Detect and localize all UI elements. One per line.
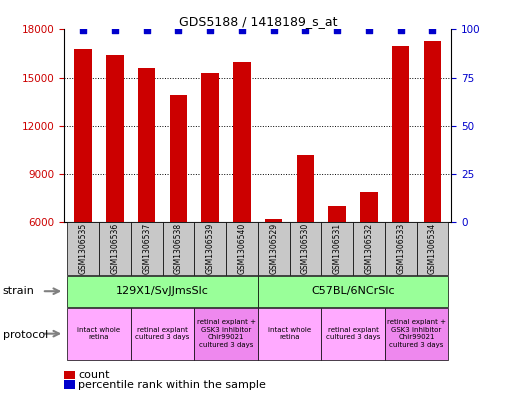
Bar	[131, 308, 194, 360]
Text: GSM1306536: GSM1306536	[110, 223, 120, 274]
Bar	[353, 222, 385, 275]
Bar	[106, 55, 124, 318]
Text: intact whole
retina: intact whole retina	[268, 327, 311, 340]
Bar	[321, 222, 353, 275]
Text: retinal explant
cultured 3 days: retinal explant cultured 3 days	[326, 327, 380, 340]
Point	[143, 27, 151, 33]
Text: intact whole
retina: intact whole retina	[77, 327, 121, 340]
Text: GSM1306540: GSM1306540	[238, 223, 246, 274]
Point	[238, 27, 246, 33]
Bar	[258, 308, 321, 360]
Text: count: count	[78, 370, 110, 380]
Bar	[392, 46, 409, 318]
Text: GSM1306538: GSM1306538	[174, 223, 183, 274]
Bar	[170, 95, 187, 318]
Text: retinal explant
cultured 3 days: retinal explant cultured 3 days	[135, 327, 190, 340]
Text: GSM1306535: GSM1306535	[78, 223, 88, 274]
Text: protocol: protocol	[3, 330, 48, 340]
Bar	[74, 49, 92, 318]
Point	[174, 27, 183, 33]
Bar	[67, 276, 258, 307]
Point	[269, 27, 278, 33]
Bar	[138, 68, 155, 318]
Text: percentile rank within the sample: percentile rank within the sample	[78, 380, 266, 390]
Text: C57BL/6NCrSlc: C57BL/6NCrSlc	[311, 286, 395, 296]
Point	[206, 27, 214, 33]
Bar	[202, 73, 219, 318]
Bar	[163, 222, 194, 275]
Bar	[131, 222, 163, 275]
Bar	[417, 222, 448, 275]
Bar	[385, 308, 448, 360]
Point	[365, 27, 373, 33]
Text: GSM1306532: GSM1306532	[364, 223, 373, 274]
Text: strain: strain	[3, 286, 34, 296]
Point	[301, 27, 309, 33]
Text: retinal explant +
GSK3 inhibitor
Chir99021
cultured 3 days: retinal explant + GSK3 inhibitor Chir990…	[196, 320, 255, 348]
Bar	[265, 219, 282, 318]
Bar	[67, 222, 99, 275]
Bar	[385, 222, 417, 275]
Text: GSM1306531: GSM1306531	[332, 223, 342, 274]
Point	[333, 27, 341, 33]
Bar	[99, 222, 131, 275]
Bar	[258, 276, 448, 307]
Text: GSM1306539: GSM1306539	[206, 223, 214, 274]
Text: GSM1306533: GSM1306533	[396, 223, 405, 274]
Bar	[226, 222, 258, 275]
Text: 129X1/SvJJmsSlc: 129X1/SvJJmsSlc	[116, 286, 209, 296]
Bar	[67, 308, 131, 360]
Bar	[297, 154, 314, 318]
Bar	[289, 222, 321, 275]
Point	[428, 27, 437, 33]
Text: GSM1306529: GSM1306529	[269, 223, 278, 274]
Text: GSM1306530: GSM1306530	[301, 223, 310, 274]
Bar	[328, 206, 346, 318]
Bar	[258, 222, 289, 275]
Bar	[321, 308, 385, 360]
Title: GDS5188 / 1418189_s_at: GDS5188 / 1418189_s_at	[179, 15, 337, 28]
Bar	[360, 191, 378, 318]
Text: GSM1306537: GSM1306537	[142, 223, 151, 274]
Point	[397, 27, 405, 33]
Bar	[233, 62, 251, 318]
Point	[79, 27, 87, 33]
Bar	[194, 222, 226, 275]
Bar	[194, 308, 258, 360]
Bar	[424, 41, 441, 318]
Point	[111, 27, 119, 33]
Text: GSM1306534: GSM1306534	[428, 223, 437, 274]
Text: retinal explant +
GSK3 inhibitor
Chir99021
cultured 3 days: retinal explant + GSK3 inhibitor Chir990…	[387, 320, 446, 348]
